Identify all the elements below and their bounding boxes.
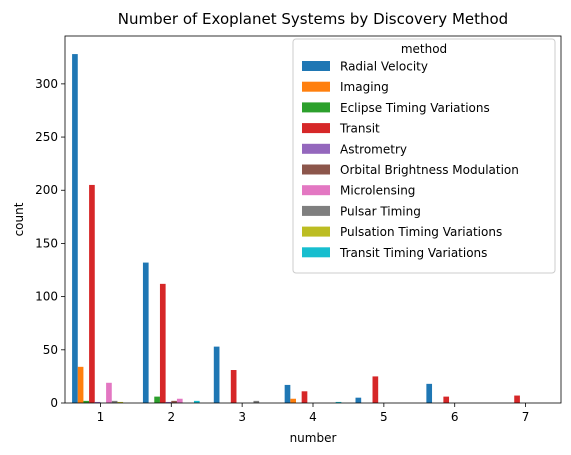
bar [335, 401, 342, 403]
y-axis-label: count [12, 202, 26, 236]
bar [142, 262, 149, 403]
legend: method Radial Velocity Imaging Eclipse Tim… [292, 38, 556, 274]
bar [230, 370, 237, 403]
bar [165, 401, 172, 403]
legend-swatch [302, 164, 330, 175]
y-tick-label: 300 [35, 77, 58, 91]
legend-label: Astrometry [340, 142, 407, 156]
x-tick-label: 3 [238, 410, 246, 424]
legend-label: Microlensing [340, 184, 415, 198]
x-axis-label: number [290, 431, 337, 445]
legend-swatch [302, 81, 330, 92]
bar [301, 391, 308, 403]
legend-swatch [302, 247, 330, 258]
x-tick-label: 1 [97, 410, 105, 424]
legend-label: Radial Velocity [340, 60, 428, 74]
legend-swatch [302, 185, 330, 196]
legend-frame [292, 38, 556, 274]
bar [426, 383, 433, 403]
x-tick-label: 6 [451, 410, 459, 424]
legend-swatch [302, 61, 330, 71]
bar [514, 395, 520, 403]
y-tick-label: 150 [35, 236, 58, 250]
bar [193, 400, 200, 403]
bars-layer [72, 54, 520, 403]
x-tick-label: 4 [309, 410, 317, 424]
legend-label: Transit [339, 122, 380, 136]
legend-swatch [302, 123, 330, 134]
x-tick-label: 2 [167, 410, 175, 424]
legend-swatch [302, 102, 330, 113]
bar [106, 382, 112, 403]
axes-layer: 1 2 3 4 5 6 7 0 50 100 150 200 250 300 [35, 77, 529, 424]
legend-label: Imaging [340, 80, 389, 94]
legend-title: method [401, 42, 447, 56]
legend-swatch [302, 226, 330, 237]
legend-label: Pulsation Timing Variations [340, 225, 502, 239]
chart-title: Number of Exoplanet Systems by Discovery… [118, 10, 508, 28]
bar [171, 400, 177, 403]
bar [253, 400, 260, 403]
bar [89, 184, 95, 403]
legend-label: Transit Timing Variations [339, 246, 487, 260]
bar [154, 396, 160, 403]
y-tick-label: 0 [50, 396, 58, 410]
bar [176, 398, 183, 403]
y-tick-label: 50 [43, 343, 58, 357]
bar [372, 376, 379, 403]
bar [83, 400, 90, 403]
bar [77, 366, 84, 403]
legend-items: Radial Velocity Imaging Eclipse Timing Var… [302, 60, 519, 260]
x-tick-label: 7 [522, 410, 530, 424]
bar [159, 283, 166, 403]
y-tick-label: 250 [35, 130, 58, 144]
bar [72, 54, 78, 403]
bar [111, 400, 118, 403]
legend-swatch [302, 205, 330, 216]
x-tick-label: 5 [380, 410, 388, 424]
bar [355, 397, 362, 403]
plot-frame [64, 35, 562, 404]
bar [284, 384, 291, 403]
bar [290, 398, 296, 403]
y-tick-label: 200 [35, 183, 58, 197]
y-tick-label: 100 [35, 290, 58, 304]
bar [94, 401, 101, 403]
legend-label: Pulsar Timing [340, 204, 421, 218]
legend-swatch [302, 143, 330, 154]
bar [213, 346, 220, 403]
legend-label: Orbital Brightness Modulation [340, 163, 519, 177]
bar [443, 396, 450, 403]
bar [117, 401, 124, 403]
legend-label: Eclipse Timing Variations [340, 101, 490, 115]
